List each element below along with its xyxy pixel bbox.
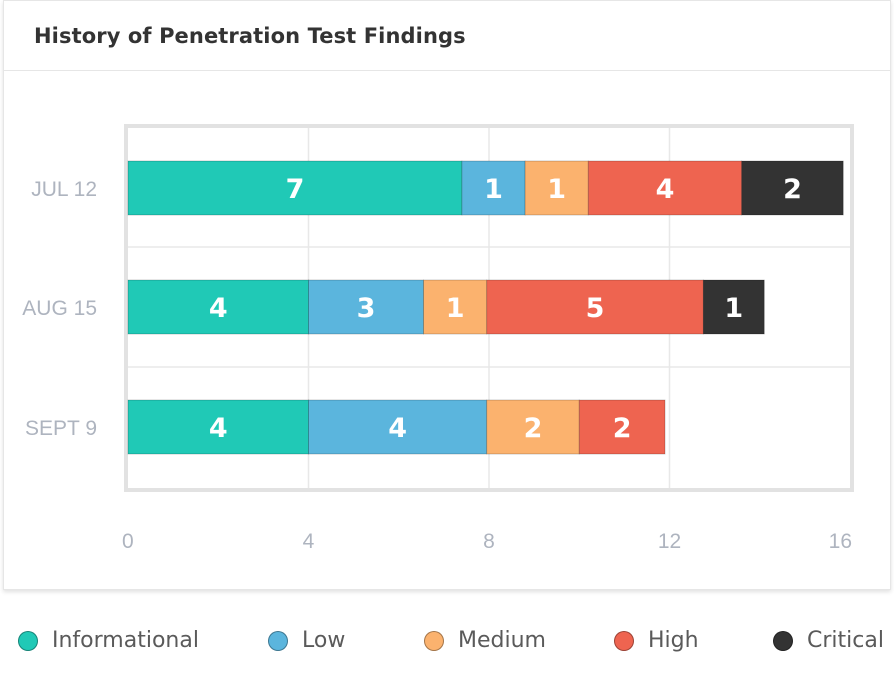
bar-value-label: 2 — [613, 413, 632, 444]
legend-label: Informational — [52, 628, 199, 653]
legend-label: Low — [302, 628, 346, 653]
bar-value-label: 1 — [484, 174, 503, 205]
card-header: History of Penetration Test Findings — [4, 1, 890, 71]
bar-segment-medium — [524, 160, 589, 216]
x-tick-label: 8 — [483, 530, 495, 553]
legend-item-critical: Critical — [773, 628, 884, 653]
bar-value-label: 2 — [524, 413, 543, 444]
bar-value-label: 2 — [783, 174, 802, 205]
bar-value-label: 4 — [209, 413, 228, 444]
stacked-bar-chart: 0 4 8 12 16 JUL 12 AUG 15 SEPT 9 7 1 1 4 2 4 3 1 5 1 4 4 2 2 — [22, 124, 854, 553]
y-category-label: AUG 15 — [22, 297, 97, 320]
bar-segment-high — [486, 279, 704, 335]
legend-label: High — [648, 628, 699, 653]
legend-label: Medium — [458, 628, 546, 653]
bar-value-label: 1 — [547, 174, 566, 205]
legend-item-high: High — [614, 628, 699, 653]
x-tick-label: 0 — [122, 530, 134, 553]
legend-swatch — [424, 630, 444, 651]
bar-segment-critical — [741, 160, 844, 216]
bar-value-label: 7 — [286, 174, 305, 205]
bar-value-label: 1 — [446, 293, 465, 324]
x-tick-label: 4 — [303, 530, 315, 553]
bar-segment-critical — [702, 279, 765, 335]
bar-segment-low — [308, 279, 424, 335]
bar-segment-informational — [127, 279, 309, 335]
bar-value-label: 1 — [724, 293, 743, 324]
bar-value-label: 4 — [209, 293, 228, 324]
legend-swatch — [773, 630, 793, 651]
legend-item-informational: Informational — [18, 628, 199, 653]
legend-swatch — [614, 630, 634, 651]
y-category-label: JUL 12 — [31, 178, 97, 201]
legend-swatch — [18, 630, 38, 651]
legend-item-medium: Medium — [424, 628, 546, 653]
legend-item-low: Low — [268, 628, 345, 653]
y-category-label: SEPT 9 — [25, 417, 97, 440]
bar-value-label: 5 — [586, 293, 605, 324]
bar-segment-high — [578, 399, 666, 455]
chart-title: History of Penetration Test Findings — [34, 23, 466, 48]
bar-segment-informational — [127, 399, 309, 455]
bar-segment-medium — [486, 399, 580, 455]
x-tick-label: 16 — [829, 530, 852, 553]
bar-value-label: 4 — [388, 413, 407, 444]
plot-frame — [124, 124, 854, 492]
bar-segment-medium — [423, 279, 488, 335]
bar-value-label: 4 — [656, 174, 675, 205]
legend-label: Critical — [807, 628, 884, 653]
bar-value-label: 3 — [357, 293, 376, 324]
legend-swatch — [268, 630, 288, 651]
bar-segment-low — [308, 399, 488, 455]
legend: Informational Low Medium High Critical — [0, 620, 894, 664]
x-tick-label: 12 — [658, 530, 681, 553]
